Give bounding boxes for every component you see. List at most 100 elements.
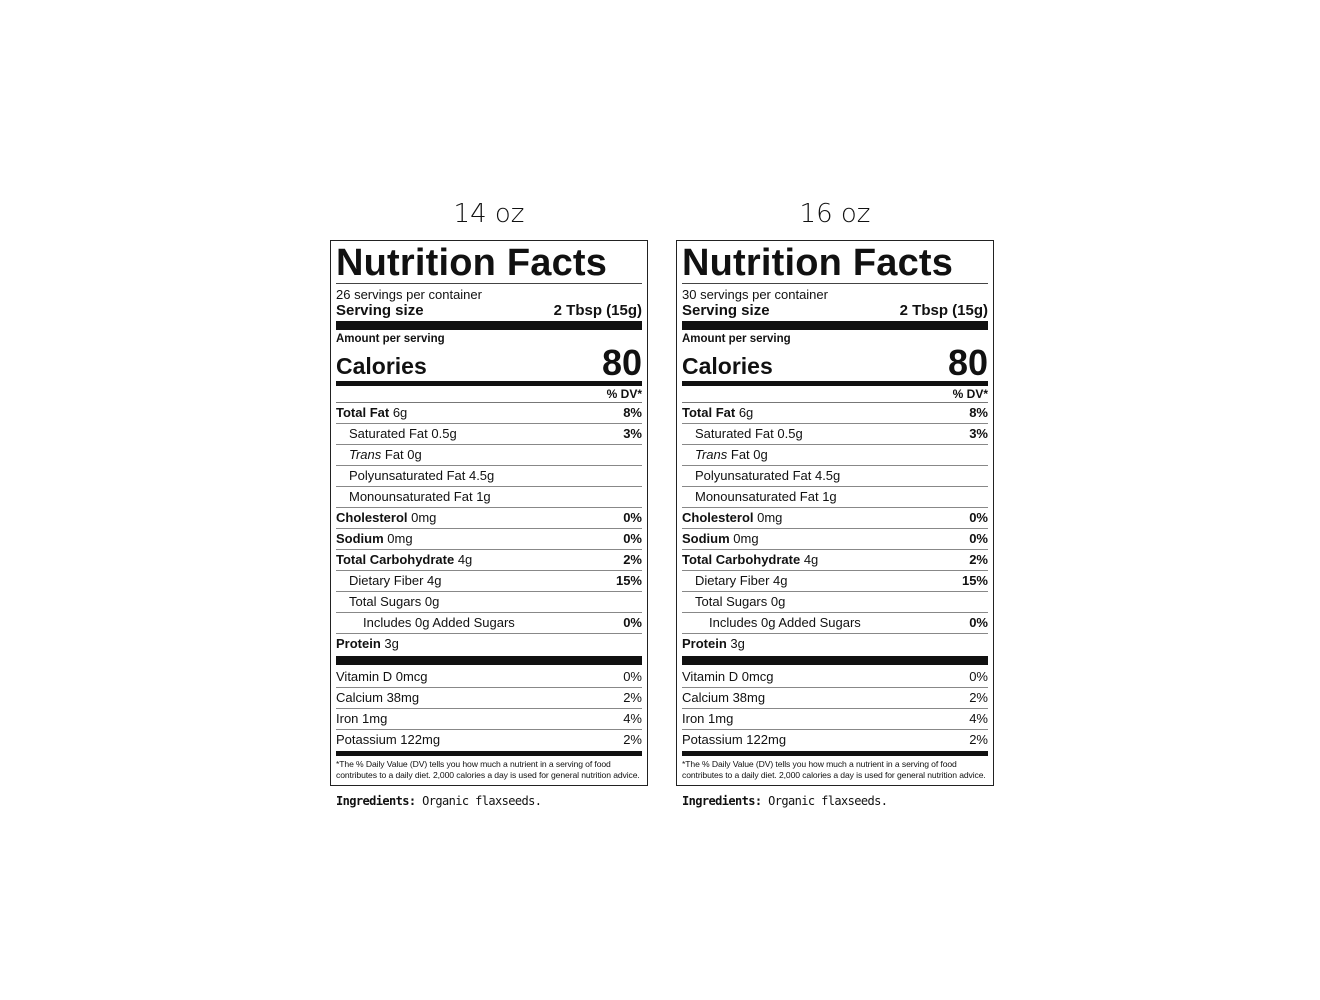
nutrient-row: Polyunsaturated Fat 4.5g (682, 466, 988, 487)
nutrient-amount: 6g (735, 405, 754, 420)
nutrient-name: Sodium (682, 531, 730, 546)
calories-row: Calories 80 (336, 342, 642, 383)
nutrient-row: Trans Fat 0g (336, 445, 642, 466)
serving-size: Serving size 2 Tbsp (15g) (682, 302, 988, 319)
nutrient-amount: 6g (389, 405, 408, 420)
nutrient-dv: 0% (969, 531, 988, 546)
nutrient-name: Total Fat (682, 405, 736, 420)
nutrient-row: Protein 3g (336, 634, 642, 654)
vitamin-dv: 4% (969, 711, 988, 726)
nutrient-row: Sodium 0mg 0% (682, 529, 988, 550)
nutrient-row: Monounsaturated Fat 1g (682, 487, 988, 508)
ingredients-label: Ingredients: (682, 794, 762, 808)
nutrient-amount: 4g (800, 552, 819, 567)
nutrient-amount: Dietary Fiber 4g (349, 573, 442, 588)
nutrient-row: Protein 3g (682, 634, 988, 654)
nutrient-name: Total Carbohydrate (336, 552, 455, 567)
divider-thick (336, 321, 642, 330)
nutrition-facts-label: Nutrition Facts 26 servings per containe… (330, 240, 648, 786)
serving-size: Serving size 2 Tbsp (15g) (336, 302, 642, 319)
nutrient-row: Total Fat 6g 8% (336, 403, 642, 424)
nutrient-row: Total Fat 6g 8% (682, 403, 988, 424)
nutrient-amount: Polyunsaturated Fat 4.5g (695, 468, 841, 483)
nutrient-dv: 0% (623, 510, 642, 525)
nutrient-name: Protein (682, 636, 727, 651)
serving-size-label: Serving size (336, 302, 424, 319)
amount-per-serving: Amount per serving (336, 333, 445, 345)
vitamin-row: Iron 1mg 4% (336, 709, 642, 730)
serving-size-value: 2 Tbsp (15g) (553, 302, 642, 319)
divider-medium (336, 381, 642, 386)
label-title: Nutrition Facts (682, 243, 988, 284)
nutrient-amount: Polyunsaturated Fat 4.5g (349, 468, 495, 483)
nutrient-name: Total Fat (336, 405, 390, 420)
nutrient-row: Total Sugars 0g (682, 592, 988, 613)
serving-size-value: 2 Tbsp (15g) (899, 302, 988, 319)
nutrient-amount: 3g (380, 636, 399, 651)
vitamin-row: Calcium 38mg 2% (682, 688, 988, 709)
vitamin-name: Vitamin D 0mcg (682, 669, 774, 684)
vitamin-name: Potassium 122mg (336, 732, 441, 747)
divider-thick (682, 656, 988, 665)
vitamin-name: Calcium 38mg (682, 690, 766, 705)
ingredients: Ingredients: Organic flaxseeds. (676, 794, 994, 808)
vitamin-row: Potassium 122mg 2% (682, 730, 988, 750)
nutrient-dv: 3% (623, 426, 642, 441)
nutrition-panel: 14 oz Nutrition Facts 26 servings per co… (330, 196, 648, 808)
nutrient-amount: Includes 0g Added Sugars (709, 615, 861, 630)
calories-label: Calories (682, 353, 773, 379)
calories-value: 80 (947, 342, 988, 383)
vitamin-dv: 0% (623, 669, 642, 684)
vitamin-dv: 2% (969, 732, 988, 747)
dv-header: % DV* (682, 387, 988, 403)
nutrient-name: Total Carbohydrate (682, 552, 801, 567)
nutrient-name: Cholesterol (682, 510, 754, 525)
vitamin-name: Iron 1mg (336, 711, 388, 726)
vitamin-dv: 0% (969, 669, 988, 684)
nutrient-dv: 8% (623, 405, 642, 420)
nutrient-amount: Saturated Fat 0.5g (695, 426, 803, 441)
nutrient-amount: Total Sugars 0g (349, 594, 440, 609)
footnote: *The % Daily Value (DV) tells you how mu… (336, 759, 640, 780)
nutrient-amount: 0mg (407, 510, 437, 525)
nutrient-amount: Dietary Fiber 4g (695, 573, 788, 588)
calories-value: 80 (601, 342, 642, 383)
package-size: 14 oz (453, 199, 525, 229)
nutrient-row: Cholesterol 0mg 0% (336, 508, 642, 529)
vitamin-dv: 2% (623, 690, 642, 705)
nutrient-dv: 2% (623, 552, 642, 567)
nutrient-dv: 0% (623, 531, 642, 546)
nutrient-name: Sodium (336, 531, 384, 546)
nutrient-row: Includes 0g Added Sugars 0% (336, 613, 642, 634)
vitamin-row: Vitamin D 0mcg 0% (682, 667, 988, 688)
vitamin-dv: 2% (623, 732, 642, 747)
nutrient-dv: 15% (615, 573, 642, 588)
footnote: *The % Daily Value (DV) tells you how mu… (682, 759, 986, 780)
divider-medium (682, 751, 988, 756)
nutrient-amount: 0mg (383, 531, 413, 546)
nutrient-row: Includes 0g Added Sugars 0% (682, 613, 988, 634)
label-title: Nutrition Facts (336, 243, 642, 284)
nutrient-amount: 0mg (729, 531, 759, 546)
nutrient-dv: 2% (969, 552, 988, 567)
vitamin-row: Iron 1mg 4% (682, 709, 988, 730)
nutrient-amount: Fat 0g (381, 447, 422, 462)
nutrient-name-italic: Trans (695, 447, 728, 462)
nutrient-dv: 0% (969, 615, 988, 630)
nutrient-row: Sodium 0mg 0% (336, 529, 642, 550)
calories-row: Calories 80 (682, 342, 988, 383)
nutrient-row: Dietary Fiber 4g 15% (682, 571, 988, 592)
nutrient-name: Protein (336, 636, 381, 651)
nutrient-amount: Monounsaturated Fat 1g (695, 489, 837, 504)
nutrition-facts-label: Nutrition Facts 30 servings per containe… (676, 240, 994, 786)
vitamin-dv: 2% (969, 690, 988, 705)
ingredients-text: Organic flaxseeds. (761, 794, 888, 808)
ingredients: Ingredients: Organic flaxseeds. (330, 794, 648, 808)
vitamin-dv: 4% (623, 711, 642, 726)
nutrient-dv: 0% (969, 510, 988, 525)
calories-label: Calories (336, 353, 427, 379)
nutrient-dv: 15% (961, 573, 988, 588)
nutrient-amount: 3g (726, 636, 745, 651)
vitamin-name: Iron 1mg (682, 711, 734, 726)
vitamin-name: Calcium 38mg (336, 690, 420, 705)
